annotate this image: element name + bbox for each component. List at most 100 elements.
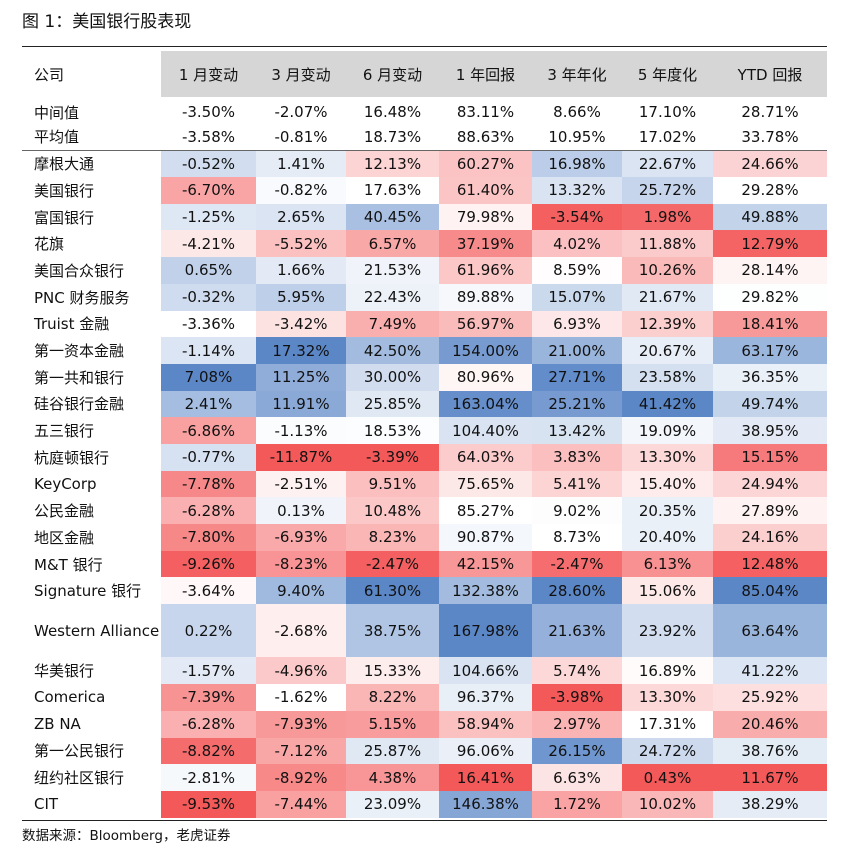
company-name: 中间值 [34, 103, 80, 122]
value-1m: -8.82% [161, 737, 256, 765]
value-3m: -1.62% [256, 684, 346, 711]
value-3m: -8.92% [256, 764, 346, 791]
value-3m: 11.91% [256, 390, 346, 418]
company-name: Western Alliance [34, 621, 160, 640]
rows-row: 公民金融 -6.28% 0.13% 10.48% 85.27% 9.02% 20.35% 27… [22, 497, 827, 524]
value-6m: 23.09% [346, 790, 439, 818]
header-company: 公司 [22, 51, 161, 97]
value-6m: 17.63% [346, 177, 439, 204]
value-ytd: 38.95% [713, 417, 827, 444]
value-1y: 61.40% [439, 177, 532, 204]
value-3y: 15.07% [532, 283, 622, 311]
value-ytd: 29.82% [713, 283, 827, 311]
value-3m: -0.82% [256, 177, 346, 204]
value-5y: 16.89% [622, 657, 713, 685]
header-ytd: YTD 回报 [713, 51, 827, 97]
value-1y: 167.98% [439, 604, 532, 658]
value-1y: 75.65% [439, 470, 532, 498]
value-3m: -7.12% [256, 737, 346, 765]
value-3y: 5.41% [532, 470, 622, 498]
value-3m: 1.66% [256, 257, 346, 284]
value-1m: -0.32% [161, 283, 256, 311]
value-6m: 5.15% [346, 710, 439, 738]
value-1m: -7.78% [161, 470, 256, 498]
value-3y: 13.32% [532, 177, 622, 204]
rows-row: 花旗 -4.21% -5.52% 6.57% 37.19% 4.02% 11.88% 12.7… [22, 230, 827, 258]
value-3m: 5.95% [256, 283, 346, 311]
value-3y: 6.63% [532, 764, 622, 791]
rows-row: 富国银行 -1.25% 2.65% 40.45% 79.98% -3.54% 1.98% 49… [22, 203, 827, 231]
value-6m: 9.51% [346, 470, 439, 498]
value-3m: -6.93% [256, 524, 346, 551]
value-ytd: 12.79% [713, 230, 827, 258]
rows-row: Comerica -7.39% -1.62% 8.22% 96.37% -3.98% 13.… [22, 684, 827, 711]
company-name: KeyCorp [34, 474, 97, 493]
company-name: 第一公民银行 [34, 742, 125, 761]
company-name: 地区金融 [34, 528, 95, 547]
value-3m: 9.40% [256, 577, 346, 605]
value-5y: 13.30% [622, 443, 713, 471]
rows-row: 华美银行 -1.57% -4.96% 15.33% 104.66% 5.74% 16.89%… [22, 657, 827, 685]
value-3y: 3.83% [532, 443, 622, 471]
value-3y: -2.47% [532, 550, 622, 578]
value-ytd: 29.28% [713, 177, 827, 204]
value-1y: 37.19% [439, 230, 532, 258]
value-3m: -4.96% [256, 657, 346, 685]
value-6m: 42.50% [346, 337, 439, 364]
value-ytd: 18.41% [713, 310, 827, 338]
value-1m: -4.21% [161, 230, 256, 258]
value-1y: 79.98% [439, 203, 532, 231]
value-1m: -0.52% [161, 149, 256, 178]
value-6m: 40.45% [346, 203, 439, 231]
value-5y: 23.92% [622, 604, 713, 658]
value-ytd: 24.66% [713, 149, 827, 178]
value-5y: 20.35% [622, 497, 713, 524]
value-3y: -3.54% [532, 203, 622, 231]
value-1y: 154.00% [439, 337, 532, 364]
rows-row: ZB NA -6.28% -7.93% 5.15% 58.94% 2.97% 17.31% 2… [22, 710, 827, 738]
value-1y: 96.37% [439, 684, 532, 711]
value-1y: 58.94% [439, 710, 532, 738]
value-1y: 146.38% [439, 790, 532, 818]
rows-row: 杭庭顿银行 -0.77% -11.87% -3.39% 64.03% 3.83% 13.30… [22, 443, 827, 471]
value-1m: -3.36% [161, 310, 256, 338]
value-1m: -6.70% [161, 177, 256, 204]
value-6m: 10.48% [346, 497, 439, 524]
rows-row: Western Alliance 0.22% -2.68% 38.75% 167.98%… [22, 604, 827, 658]
company-name: M&T 银行 [34, 555, 103, 574]
rows-row: M&T 银行 -9.26% -8.23% -2.47% 42.15% -2.47% 6.13… [22, 550, 827, 578]
value-1y: 89.88% [439, 283, 532, 311]
company-name: 杭庭顿银行 [34, 448, 110, 467]
rows-row: 第一公民银行 -8.82% -7.12% 25.87% 96.06% 26.15% 24.7… [22, 737, 827, 765]
company-name: 平均值 [34, 128, 80, 147]
value-ytd: 49.88% [713, 203, 827, 231]
value-3m: -1.13% [256, 417, 346, 444]
value-ytd: 24.16% [713, 524, 827, 551]
value-3m: -2.07% [274, 103, 328, 122]
value-6m: -3.39% [346, 443, 439, 471]
value-3m: -3.42% [256, 310, 346, 338]
value-6m: 18.73% [363, 127, 422, 146]
value-1m: -3.58% [181, 127, 236, 146]
value-ytd: 15.15% [713, 443, 827, 471]
value-1y: 42.15% [439, 550, 532, 578]
value-5y: 1.98% [622, 203, 713, 231]
value-ytd: 38.76% [713, 737, 827, 765]
value-ytd: 63.64% [713, 604, 827, 658]
value-1y: 163.04% [439, 390, 532, 418]
value-ytd: 24.94% [713, 470, 827, 498]
table-header: 公司 1 月变动 3 月变动 6 月变动 1 年回报 3 年年化 5 年度化 Y… [22, 51, 827, 97]
header-6m: 6 月变动 [346, 51, 439, 97]
company-name: Signature 银行 [34, 582, 142, 601]
value-ytd: 12.48% [713, 550, 827, 578]
value-3m: -8.23% [256, 550, 346, 578]
value-6m: 25.85% [346, 390, 439, 418]
value-6m: 61.30% [346, 577, 439, 605]
value-5y: 10.02% [622, 790, 713, 818]
value-1m: -1.14% [161, 337, 256, 364]
value-1m: -3.64% [161, 577, 256, 605]
company-name: 公民金融 [34, 502, 95, 521]
company-name: 美国合众银行 [34, 261, 125, 280]
value-1m: -6.86% [161, 417, 256, 444]
value-5y: 13.30% [622, 684, 713, 711]
